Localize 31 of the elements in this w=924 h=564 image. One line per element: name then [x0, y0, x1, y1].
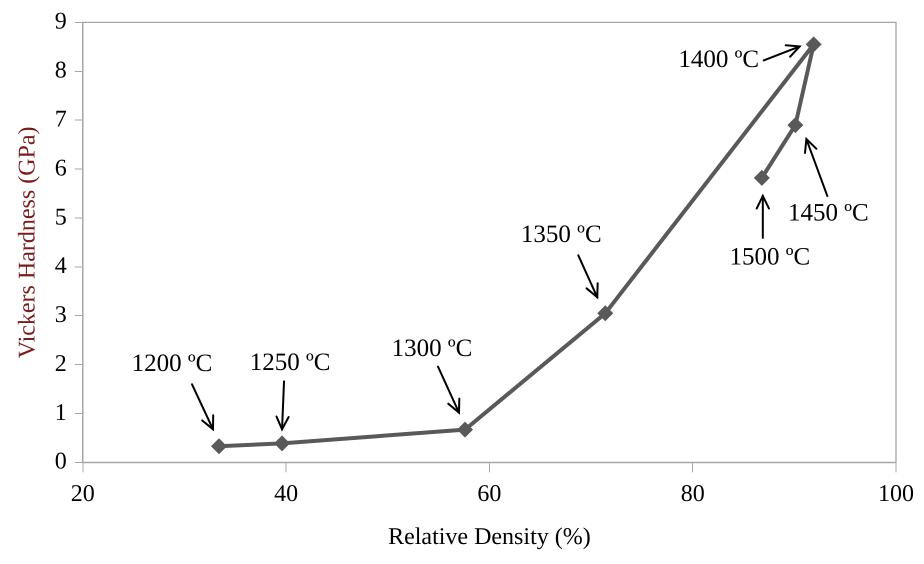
point	[457, 422, 474, 438]
point	[787, 117, 804, 134]
y-tick-label: 7	[54, 106, 67, 132]
point	[211, 438, 228, 454]
point	[806, 36, 822, 52]
point	[754, 170, 770, 186]
y-tick-label: 5	[54, 204, 67, 230]
point	[597, 305, 614, 322]
y-tick-label: 9	[54, 8, 67, 35]
y-axis-title: Vickers Hardness (GPa)	[14, 126, 41, 358]
x-tick-label: 20	[70, 481, 95, 508]
x-tick-label: 100	[878, 481, 914, 508]
y-tick-label: 8	[54, 58, 67, 84]
x-tick-label: 80	[680, 481, 705, 508]
y-tick-label: 2	[54, 350, 67, 377]
y-tick-label: 1	[54, 400, 67, 426]
annotation: 1500 ºC	[729, 243, 810, 270]
annotation: 1350 ºC	[520, 220, 602, 248]
annotation: 1250 ºC	[250, 348, 330, 376]
y-tick-label: 6	[54, 155, 67, 182]
y-tick-label: 4	[54, 253, 67, 280]
annotation: 1300 ºC	[392, 335, 472, 362]
annotation: 1450 ºC	[788, 200, 869, 227]
annotation: 1200 ºC	[132, 350, 212, 377]
x-tick-label: 40	[274, 481, 298, 508]
y-tick-label: 3	[54, 302, 67, 328]
annotation: 1400 ºC	[678, 46, 760, 73]
x-tick-label: 60	[477, 481, 502, 508]
point	[274, 435, 290, 452]
x-axis-title: Relative Density (%)	[388, 524, 591, 550]
y-tick-label: 0	[54, 448, 67, 475]
